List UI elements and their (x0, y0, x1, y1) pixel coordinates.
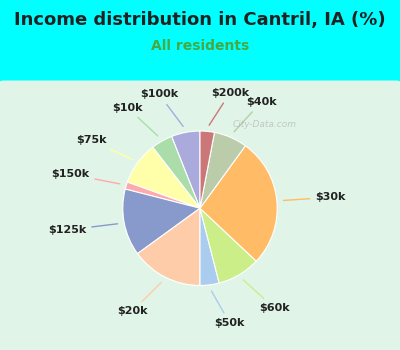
Text: Income distribution in Cantril, IA (%): Income distribution in Cantril, IA (%) (14, 10, 386, 28)
Text: $100k: $100k (140, 90, 183, 126)
Wedge shape (200, 131, 214, 208)
Text: $50k: $50k (212, 291, 245, 328)
Text: $200k: $200k (209, 88, 249, 125)
Wedge shape (127, 147, 200, 208)
Text: $40k: $40k (234, 97, 277, 132)
Wedge shape (200, 208, 219, 286)
Text: $20k: $20k (117, 282, 161, 316)
Text: $60k: $60k (243, 280, 290, 313)
Text: $125k: $125k (48, 224, 118, 235)
Wedge shape (200, 132, 245, 208)
Wedge shape (200, 146, 277, 261)
Text: $150k: $150k (51, 169, 120, 184)
Wedge shape (123, 189, 200, 254)
Text: $10k: $10k (112, 103, 158, 136)
Wedge shape (125, 182, 200, 208)
Wedge shape (138, 208, 200, 286)
Text: $75k: $75k (76, 135, 132, 159)
Wedge shape (153, 136, 200, 208)
Text: All residents: All residents (151, 38, 249, 52)
Wedge shape (200, 208, 256, 283)
Text: City-Data.com: City-Data.com (232, 120, 296, 129)
Wedge shape (172, 131, 200, 208)
Text: $30k: $30k (284, 193, 346, 202)
